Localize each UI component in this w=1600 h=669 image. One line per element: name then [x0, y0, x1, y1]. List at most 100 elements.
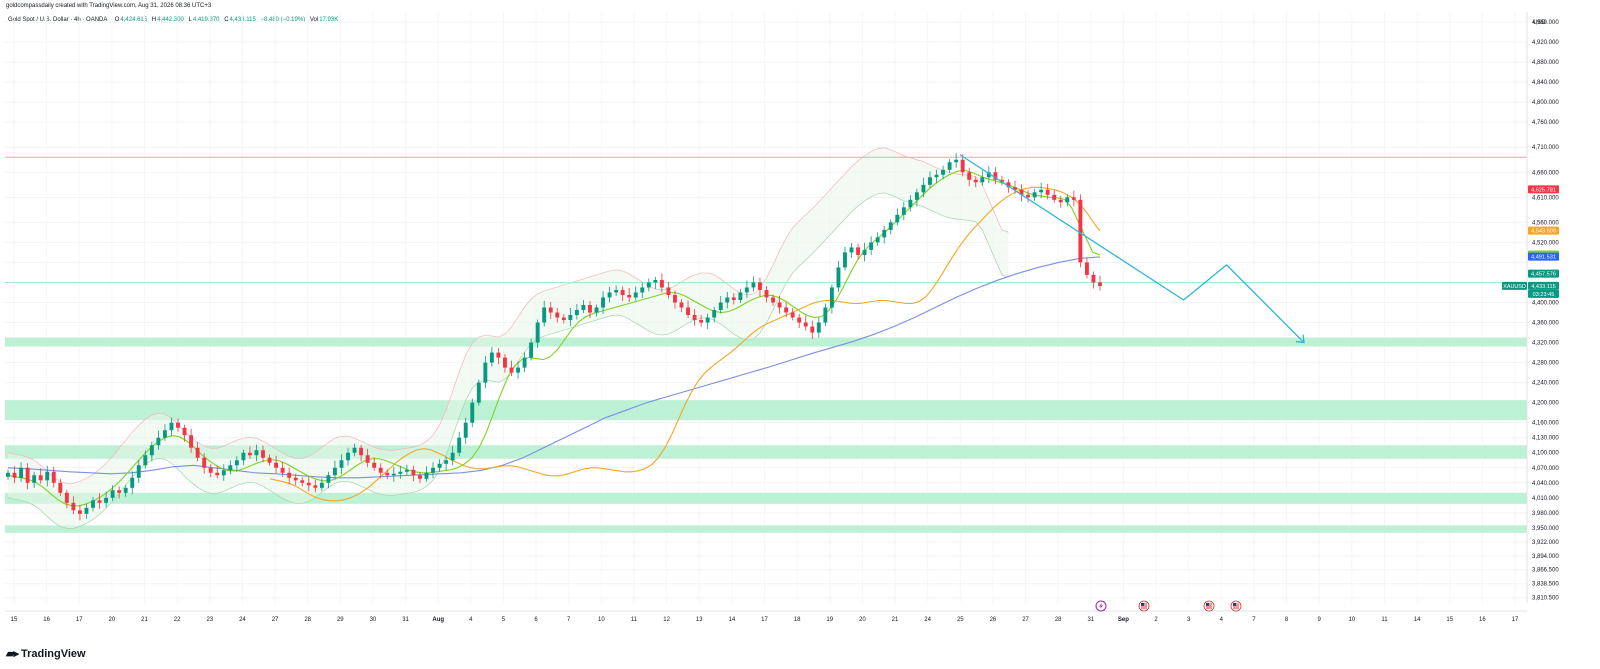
x-tick-label: 21 [892, 617, 899, 623]
tradingview-logo[interactable]: ▰▸ TradingView [6, 647, 86, 661]
x-tick-label: 2 [1154, 617, 1158, 623]
event-markers [1095, 600, 1242, 612]
y-tick-label: 3,950.000 [1532, 526, 1559, 532]
x-tick-label: 15 [11, 617, 18, 623]
high-value: 4,442.300 [157, 17, 184, 23]
us-flag-stripe [1141, 605, 1147, 607]
candle-body [149, 445, 154, 456]
symbol-title[interactable]: Gold Spot / U.S. Dollar · 4h · OANDA [8, 17, 108, 23]
x-tick-label: Sep [1118, 617, 1129, 623]
y-tick-label: 4,660.000 [1532, 170, 1559, 176]
x-tick-label: 20 [859, 617, 866, 623]
candle-body [352, 447, 357, 453]
candle-body [385, 472, 390, 476]
y-tick-label: 4,320.000 [1532, 341, 1559, 347]
y-tick-label: 4,240.000 [1532, 381, 1559, 387]
open-label: O [114, 17, 120, 23]
y-tick-label: 4,520.000 [1532, 240, 1559, 246]
candle-body [503, 357, 507, 368]
candle-body [692, 315, 697, 321]
candle-body [947, 162, 952, 170]
candle-body [12, 472, 17, 478]
x-tick-label: 29 [337, 617, 344, 623]
support-zone [5, 400, 1527, 421]
candle-body [359, 447, 364, 456]
candle-body [529, 342, 534, 358]
candle-body [97, 500, 102, 503]
candle-body [1071, 197, 1076, 200]
support-zone [5, 525, 1527, 533]
candle-body [378, 467, 383, 473]
candle-body [960, 159, 965, 173]
price-tag [1528, 269, 1559, 278]
x-tick-label: 28 [1055, 617, 1062, 623]
x-tick-label: 24 [924, 617, 931, 623]
candle-body [319, 482, 324, 488]
candle-body [234, 460, 239, 466]
candle-body [973, 179, 978, 183]
y-tick-label: 4,160.000 [1532, 421, 1559, 427]
x-tick-label: 17 [761, 617, 768, 623]
x-tick-label: 6 [534, 617, 538, 623]
y-tick-label: 4,840.000 [1532, 80, 1559, 86]
price-labels: 4,625.7814,543.6094,495.7404,491.5314,45… [1502, 185, 1559, 298]
projection-path [959, 154, 1305, 344]
candle-body [110, 490, 115, 498]
candle-body [843, 252, 847, 268]
candle-body [372, 462, 377, 468]
candle-body [1006, 182, 1011, 188]
x-tick-label: 20 [109, 617, 116, 623]
x-tick-label: 18 [794, 617, 801, 623]
candle-body [594, 307, 599, 313]
candle-body [823, 307, 828, 323]
symbol-tag-label: XAUUSD [1503, 284, 1526, 290]
horizontal-lines [5, 156, 1527, 283]
candle-body [346, 452, 350, 461]
candle-body [182, 427, 187, 436]
candle-body [326, 475, 331, 483]
y-tick-label: 4,710.000 [1532, 145, 1559, 151]
us-flag-canton [1141, 603, 1144, 606]
axes: USD 3,810.500 3,838.500 3,866.500 3,894.000 3… [5, 12, 1559, 623]
candle-body [1032, 192, 1037, 198]
x-tick-label: 13 [696, 617, 703, 623]
candle-body [450, 452, 455, 461]
candle-body [483, 362, 488, 383]
candle-body [411, 469, 416, 476]
price-tag [1528, 226, 1559, 235]
candle-body [84, 507, 89, 514]
price-tag [1528, 252, 1559, 261]
y-tick-label: 3,810.500 [1532, 596, 1559, 602]
x-tick-label: 11 [1381, 617, 1388, 623]
candle-body [614, 289, 619, 293]
candle-body [489, 352, 494, 363]
y-tick-label: 4,920.000 [1532, 40, 1559, 46]
candle-body [457, 437, 462, 453]
x-tick-label: 17 [1512, 617, 1519, 623]
candle-body [921, 184, 926, 193]
candle-body [941, 169, 946, 175]
y-tick-label: 4,760.000 [1532, 120, 1559, 126]
y-tick-label: 4,010.000 [1532, 496, 1559, 502]
candle-body [888, 222, 893, 230]
candle-body [130, 477, 135, 488]
candle-body [993, 172, 998, 180]
y-tick-label: 3,838.500 [1532, 582, 1559, 588]
candle-body [633, 292, 638, 298]
candle-body [810, 326, 815, 333]
candle-body [980, 177, 985, 183]
candle-body [64, 492, 69, 503]
candle-body [143, 455, 148, 466]
candle-body [123, 487, 128, 493]
x-tick-label: 10 [1349, 617, 1356, 623]
candle-body [444, 460, 449, 464]
y-tick-label: 4,040.000 [1532, 481, 1559, 487]
x-tick-label: 30 [370, 617, 377, 623]
candle-body [679, 302, 684, 308]
x-tick-label: 27 [272, 617, 279, 623]
volume-value: 17.93K [319, 17, 339, 23]
y-tick-label: 4,070.000 [1532, 466, 1559, 472]
candle-body [476, 382, 481, 403]
candle-body [1045, 189, 1050, 195]
